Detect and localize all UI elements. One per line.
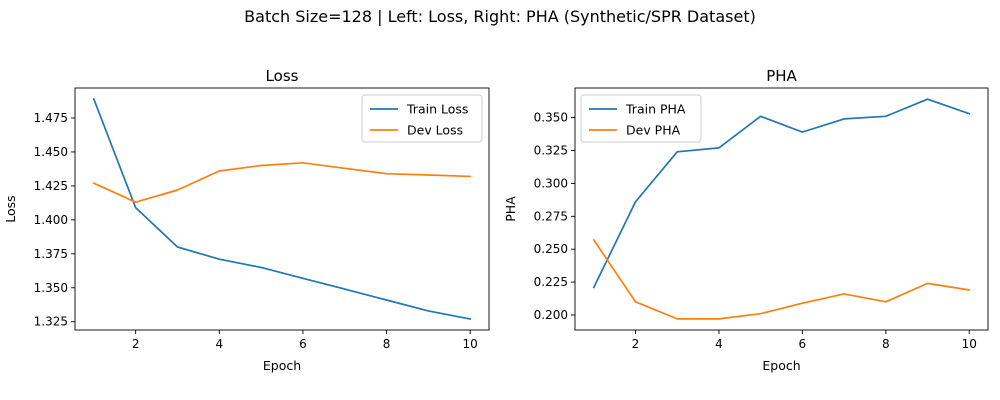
x-tick-label: 2 <box>132 337 140 351</box>
y-tick-label: 1.450 <box>34 145 68 159</box>
y-tick-label: 0.350 <box>534 111 568 125</box>
x-tick-label: 4 <box>715 337 723 351</box>
y-tick-label: 1.325 <box>34 315 68 329</box>
y-tick-label: 1.350 <box>34 281 68 295</box>
legend-label: Dev PHA <box>626 123 681 138</box>
legend-label: Train Loss <box>406 102 468 117</box>
x-tick-label: 8 <box>383 337 391 351</box>
series-line-0 <box>592 98 971 289</box>
x-tick-label: 6 <box>799 337 807 351</box>
y-tick-label: 0.200 <box>534 308 568 322</box>
y-axis-label: Loss <box>3 195 18 222</box>
chart-title: Loss <box>266 67 299 85</box>
legend-label: Dev Loss <box>407 123 463 138</box>
y-tick-label: 0.325 <box>534 144 568 158</box>
x-tick-label: 8 <box>882 337 890 351</box>
y-tick-label: 1.475 <box>34 111 68 125</box>
x-tick-label: 10 <box>463 337 478 351</box>
x-tick-label: 10 <box>962 337 977 351</box>
x-axis-label: Epoch <box>263 358 301 373</box>
series-line-1 <box>92 161 472 204</box>
figure-title: Batch Size=128 | Left: Loss, Right: PHA … <box>244 7 756 26</box>
chart-loss: Loss 2 4 6 8 10 1.325 1.350 1.375 1.400 1.425 1.450… <box>3 67 490 373</box>
y-tick-label: 0.225 <box>534 275 568 289</box>
legend: Train PHA Dev PHA <box>580 94 702 143</box>
x-tick-label: 6 <box>299 337 307 351</box>
y-tick-label: 0.275 <box>534 209 568 223</box>
plot-frame <box>74 87 490 331</box>
series-line-1 <box>592 238 971 320</box>
y-axis-label: PHA <box>503 196 518 222</box>
y-tick-label: 0.300 <box>534 176 568 190</box>
y-tick-label: 1.375 <box>34 247 68 261</box>
x-tick-label: 4 <box>215 337 223 351</box>
y-tick-label: 1.400 <box>34 213 68 227</box>
x-tick-label: 2 <box>632 337 640 351</box>
chart-title: PHA <box>766 67 797 85</box>
legend: Train Loss Dev Loss <box>361 94 483 143</box>
chart-pha: PHA 2 4 6 8 10 0.200 0.225 0.250 0.275 0.300 0.325 0… <box>503 67 989 373</box>
y-tick-label: 1.425 <box>34 179 68 193</box>
legend-label: Train PHA <box>625 102 686 117</box>
y-tick-label: 0.250 <box>534 242 568 256</box>
x-axis-label: Epoch <box>762 358 800 373</box>
plot-frame <box>574 87 989 331</box>
series-line-0 <box>92 97 472 320</box>
